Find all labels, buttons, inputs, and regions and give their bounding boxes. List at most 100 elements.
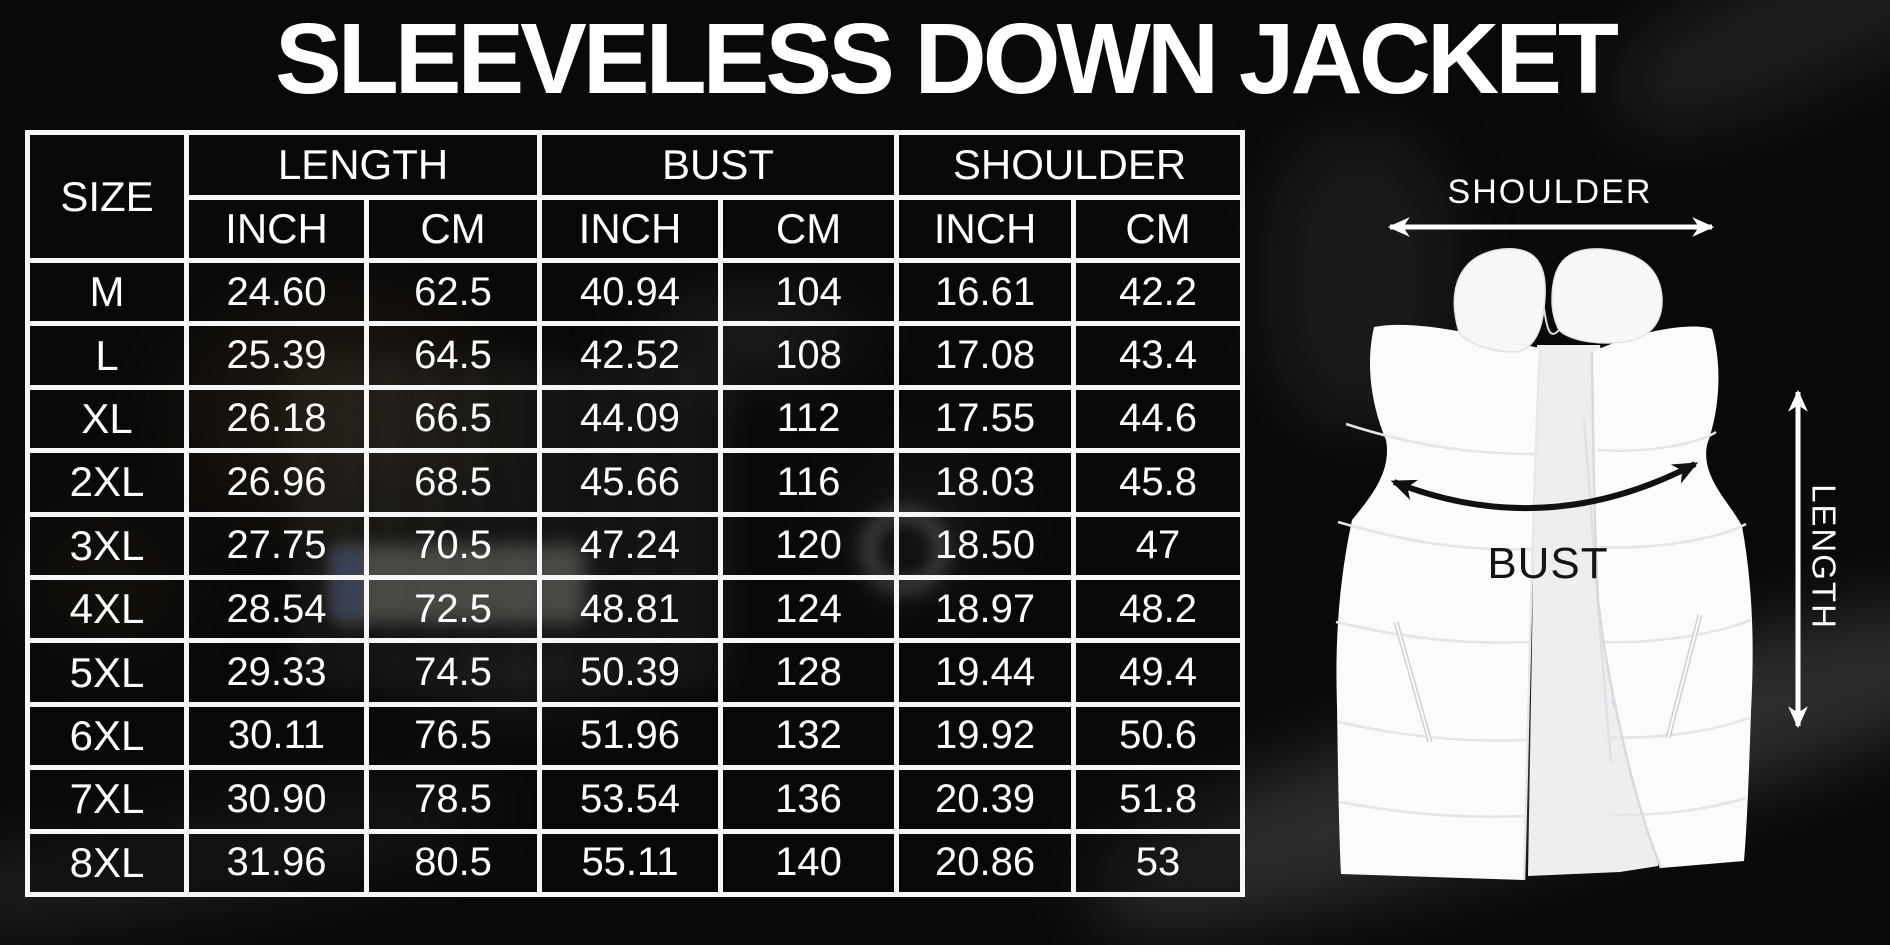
value-cell: 20.39 [894,765,1077,834]
table-row: M 24.60 62.5 40.94 104 16.61 42.2 [25,257,1246,327]
value-cell: 40.94 [537,257,724,327]
value-cell: 27.75 [184,511,369,580]
value-cell: 66.5 [363,384,543,454]
value-cell: 48.2 [1071,574,1246,644]
value-cell: 47.24 [537,511,724,580]
size-cell: XL [25,384,189,454]
value-cell: 44.6 [1071,384,1246,454]
table-row: L 25.39 64.5 42.52 108 17.08 43.4 [25,321,1246,390]
group-header-shoulder: SHOULDER [894,130,1246,200]
table-row: XL 26.18 66.5 44.09 112 17.55 44.6 [25,384,1246,454]
bust-label: BUST [1487,539,1608,588]
value-cell: 31.96 [184,828,369,898]
value-cell: 28.54 [184,574,369,644]
size-cell: 4XL [25,574,189,644]
unit-header: INCH [894,195,1077,263]
value-cell: 76.5 [363,701,543,771]
table-header-row: SIZE LENGTH BUST SHOULDER [25,130,1246,263]
size-cell: 2XL [25,448,189,517]
table-row: 7XL 30.90 78.5 53.54 136 20.39 51.8 [25,765,1246,834]
value-cell: 26.96 [184,448,369,517]
value-cell: 124 [718,574,900,644]
value-cell: 45.66 [537,448,724,517]
size-table: SIZE LENGTH BUST SHOULDER INCH CM INCH C… [25,130,1246,898]
value-cell: 74.5 [363,638,543,707]
length-label: LENGTH [1806,484,1843,630]
vest-collar [1453,248,1663,353]
value-cell: 17.08 [894,321,1077,390]
unit-header: INCH [537,195,724,263]
size-cell: M [25,257,189,327]
vest-right-panel [1590,326,1753,869]
value-cell: 108 [718,321,900,390]
value-cell: 18.97 [894,574,1077,644]
length-annotation: LENGTH [1788,389,1843,729]
size-cell: 8XL [25,828,189,898]
value-cell: 30.90 [184,765,369,834]
value-cell: 25.39 [184,321,369,390]
value-cell: 51.8 [1071,765,1246,834]
table-row: 4XL 28.54 72.5 48.81 124 18.97 48.2 [25,574,1246,644]
value-cell: 51.96 [537,701,724,771]
value-cell: 50.6 [1071,701,1246,771]
size-cell: 5XL [25,638,189,707]
value-cell: 17.55 [894,384,1077,454]
value-cell: 120 [718,511,900,580]
group-header-length: LENGTH [183,130,543,200]
value-cell: 62.5 [363,257,543,327]
value-cell: 128 [718,638,900,707]
value-cell: 47 [1071,511,1246,580]
value-cell: 19.44 [894,638,1077,707]
value-cell: 116 [718,448,900,517]
value-cell: 68.5 [363,448,543,517]
unit-header: CM [718,195,900,263]
vest-illustration: SHOULDER BUST LENGTH [1335,173,1843,881]
shoulder-annotation: SHOULDER [1387,173,1715,237]
value-cell: 70.5 [363,511,543,580]
size-cell: 7XL [25,765,189,834]
table-row: 2XL 26.96 68.5 45.66 116 18.03 45.8 [25,448,1246,517]
table-row: 6XL 30.11 76.5 51.96 132 19.92 50.6 [25,701,1246,771]
value-cell: 43.4 [1071,321,1246,390]
value-cell: 78.5 [363,765,543,834]
value-cell: 26.18 [184,384,369,454]
size-table-body: M 24.60 62.5 40.94 104 16.61 42.2 L 25.39 64.5 42.… [25,257,1246,898]
value-cell: 72.5 [363,574,543,644]
vest-left-panel [1335,324,1542,881]
table-row: 8XL 31.96 80.5 55.11 140 20.86 53 [25,828,1246,898]
value-cell: 104 [718,257,900,327]
bust-annotation: BUST [1390,461,1699,588]
value-cell: 18.50 [894,511,1077,580]
bust-arrow [1390,461,1699,512]
value-cell: 29.33 [184,638,369,707]
shoulder-label: SHOULDER [1448,173,1653,211]
table-unit-row: INCH CM INCH CM INCH CM [28,195,1246,263]
value-cell: 132 [718,701,900,771]
value-cell: 80.5 [363,828,543,898]
page-title: SLEEVELESS DOWN JACKET [275,3,1619,115]
group-header-bust: BUST [537,130,900,200]
value-cell: 30.11 [184,701,369,771]
size-cell: 3XL [25,511,189,580]
value-cell: 55.11 [537,828,724,898]
table-row: 3XL 27.75 70.5 47.24 120 18.50 47 [25,511,1246,580]
value-cell: 136 [718,765,900,834]
value-cell: 42.2 [1071,257,1246,327]
unit-header: CM [363,195,543,263]
value-cell: 64.5 [363,321,543,390]
value-cell: 20.86 [894,828,1077,898]
value-cell: 53.54 [537,765,724,834]
value-cell: 45.8 [1071,448,1246,517]
value-cell: 140 [718,828,900,898]
size-cell: 6XL [25,701,189,771]
value-cell: 44.09 [537,384,724,454]
value-cell: 16.61 [894,257,1077,327]
value-cell: 18.03 [894,448,1077,517]
size-cell: L [25,321,189,390]
value-cell: 49.4 [1071,638,1246,707]
value-cell: 48.81 [537,574,724,644]
value-cell: 19.92 [894,701,1077,771]
table-row: 5XL 29.33 74.5 50.39 128 19.44 49.4 [25,638,1246,707]
unit-header: INCH [184,195,369,263]
